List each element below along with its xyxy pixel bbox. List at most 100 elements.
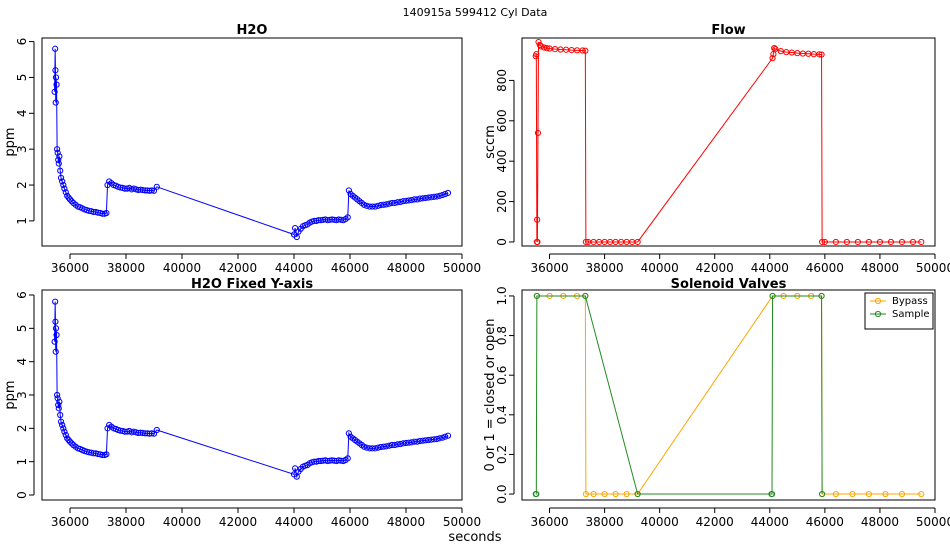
- data-point: [360, 443, 368, 450]
- x-tick-label: 50000: [916, 515, 950, 529]
- data-point: [57, 174, 65, 181]
- data-point: [59, 178, 66, 185]
- data-point: [328, 457, 336, 464]
- data-point: [55, 160, 62, 167]
- data-point: [414, 438, 421, 445]
- data-point: [772, 46, 779, 53]
- data-point: [153, 426, 160, 434]
- legend-entry-bypass: Bypass: [892, 296, 928, 307]
- data-point: [582, 490, 589, 498]
- x-axis-title: seconds: [448, 530, 501, 545]
- data-point: [876, 238, 884, 246]
- data-point: [414, 196, 421, 203]
- data-point: [534, 216, 541, 223]
- series-line: [54, 301, 449, 479]
- data-point: [865, 238, 873, 246]
- panel-title: H2O Fixed Y-axis: [191, 277, 313, 292]
- y-tick-label: 1: [15, 458, 29, 466]
- x-tick-label: 44000: [751, 261, 789, 275]
- x-tick-label: 36000: [51, 261, 89, 275]
- data-point: [135, 429, 142, 437]
- data-point: [94, 450, 102, 458]
- series-0: [51, 298, 452, 480]
- data-point: [344, 214, 351, 221]
- y-tick-label: 1.0: [495, 286, 509, 305]
- data-point: [345, 187, 352, 194]
- y-axis-title: sccm: [483, 125, 498, 159]
- data-point: [66, 196, 74, 203]
- data-point: [121, 185, 128, 192]
- x-tick-label: 46000: [806, 515, 844, 529]
- x-tick-label: 36000: [530, 261, 568, 275]
- y-tick-label: 3: [15, 145, 29, 153]
- data-point: [832, 238, 839, 246]
- data-point: [121, 428, 128, 435]
- data-point: [51, 338, 58, 345]
- series-line: [535, 41, 922, 243]
- x-tick-label: 40000: [163, 515, 201, 529]
- data-point: [52, 318, 59, 325]
- data-point: [439, 434, 446, 441]
- data-point: [397, 440, 404, 448]
- data-point: [582, 238, 589, 246]
- data-point: [52, 325, 60, 332]
- data-point: [85, 207, 93, 214]
- data-point: [137, 186, 144, 193]
- data-point: [909, 238, 917, 246]
- plot-frame: [521, 37, 936, 247]
- data-point: [397, 198, 404, 205]
- data-point: [55, 401, 62, 409]
- data-point: [374, 202, 382, 209]
- y-tick-label: 2: [15, 181, 29, 189]
- data-point: [324, 457, 331, 465]
- y-tick-label: 600: [495, 109, 509, 132]
- data-point: [360, 201, 368, 208]
- data-point: [436, 192, 443, 199]
- data-point: [317, 217, 324, 224]
- x-tick-label: 48000: [861, 515, 899, 529]
- data-point: [148, 187, 155, 194]
- data-point: [315, 457, 322, 465]
- y-tick-label: 6: [15, 291, 29, 299]
- data-point: [54, 391, 61, 399]
- x-tick-label: 38000: [586, 515, 624, 529]
- data-point: [320, 457, 327, 464]
- data-point: [51, 88, 58, 95]
- data-point: [60, 181, 67, 189]
- data-point: [337, 216, 345, 223]
- data-point: [634, 238, 641, 246]
- data-point: [68, 440, 75, 447]
- data-point: [90, 208, 97, 216]
- data-point: [344, 455, 351, 462]
- y-tick-label: 0: [495, 238, 509, 246]
- data-point: [62, 189, 69, 196]
- data-point: [324, 217, 331, 224]
- data-point: [535, 38, 542, 46]
- data-point: [918, 238, 925, 246]
- data-point: [433, 193, 440, 200]
- data-point: [141, 187, 149, 194]
- data-point: [882, 490, 889, 498]
- data-point: [442, 190, 449, 198]
- data-point: [54, 146, 61, 153]
- data-point: [146, 430, 153, 437]
- data-point: [54, 395, 61, 402]
- y-tick-label: 5: [15, 74, 29, 82]
- data-point: [56, 398, 63, 405]
- data-point: [55, 405, 62, 412]
- data-point: [380, 443, 387, 450]
- data-point: [53, 331, 60, 339]
- data-point: [818, 51, 825, 58]
- data-point: [819, 238, 826, 246]
- data-point: [436, 435, 443, 442]
- y-tick-label: 6: [15, 38, 29, 46]
- data-point: [311, 458, 318, 465]
- data-point: [68, 198, 75, 205]
- x-tick-label: 42000: [219, 261, 257, 275]
- data-point: [141, 430, 149, 437]
- plot-frame: [521, 289, 936, 501]
- data-point: [372, 445, 379, 452]
- data-point: [380, 201, 387, 208]
- data-point: [104, 425, 111, 432]
- data-point: [335, 457, 342, 464]
